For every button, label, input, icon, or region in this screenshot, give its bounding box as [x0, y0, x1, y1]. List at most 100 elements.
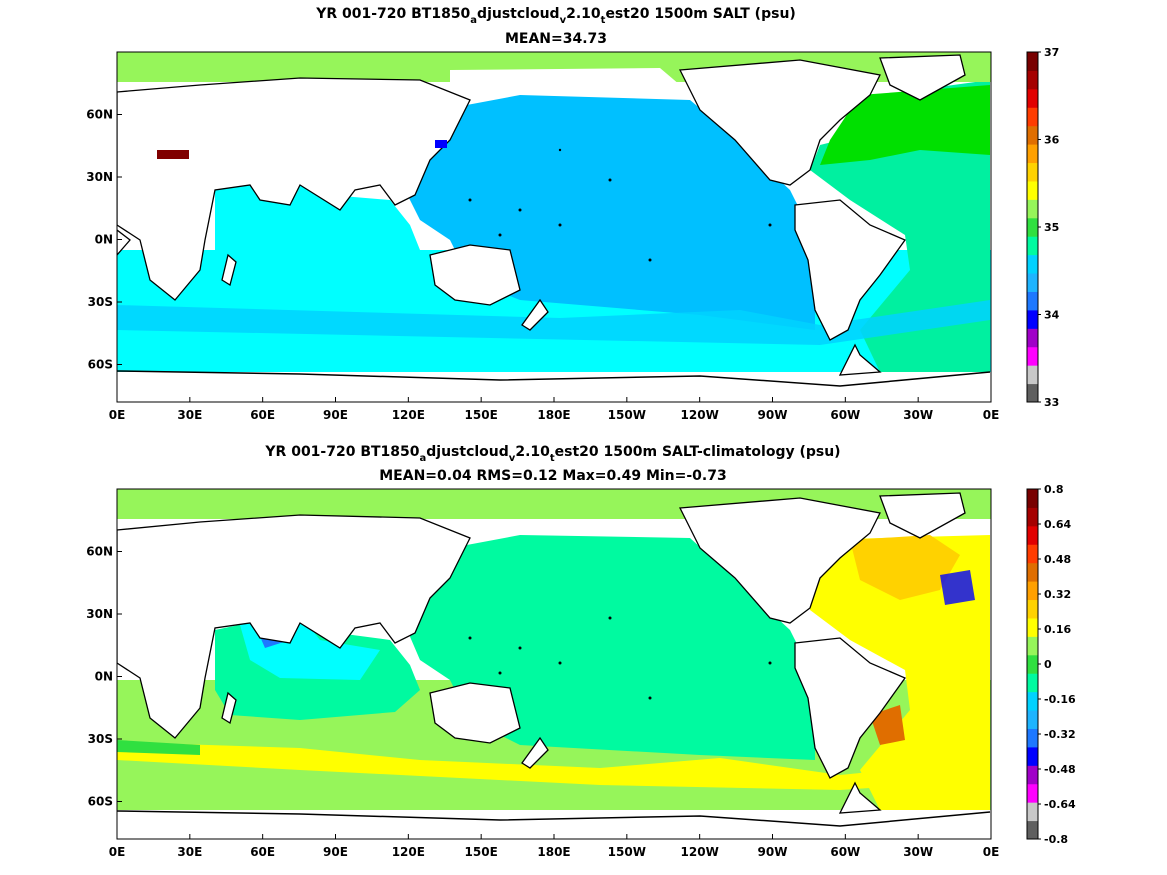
colorbar-label: 35 [1044, 221, 1059, 234]
colorbar-swatch [1027, 365, 1038, 385]
colorbar-swatch [1027, 107, 1038, 127]
panel-2-land [117, 492, 966, 814]
x-tick-label: 30W [903, 408, 933, 422]
panel-1-indian-ocean [215, 175, 420, 285]
colorbar-label: 33 [1044, 396, 1059, 409]
x-tick-label: 150E [465, 845, 498, 859]
colorbar-label: 0.32 [1044, 588, 1071, 601]
x-tick-label: 0E [109, 408, 126, 422]
colorbar-swatch [1027, 673, 1038, 693]
x-tick-label: 90E [323, 845, 348, 859]
colorbar-swatch [1027, 636, 1038, 656]
x-tick-label: 180E [537, 845, 570, 859]
colorbar-swatch [1027, 346, 1038, 366]
colorbar-swatch [1027, 562, 1038, 582]
colorbar-swatch [1027, 765, 1038, 785]
colorbar-label: -0.16 [1044, 693, 1076, 706]
colorbar-swatch [1027, 728, 1038, 748]
y-tick-label: 0N [95, 233, 113, 247]
colorbar-swatch [1027, 383, 1038, 403]
colorbar-swatch [1027, 544, 1038, 564]
panel-1-map [117, 52, 991, 402]
colorbar-swatch [1027, 783, 1038, 803]
panel-1-salinity: YR 001-720 BT1850adjustcloudv2.10test20 … [86, 6, 1059, 422]
panel-1-title: YR 001-720 BT1850adjustcloudv2.10test20 … [315, 6, 796, 26]
colorbar-label: 0 [1044, 658, 1052, 671]
x-tick-label: 150W [608, 845, 646, 859]
colorbar-swatch [1027, 802, 1038, 822]
panel-2-salinity-anomaly: YR 001-720 BT1850adjustcloudv2.10test20 … [86, 444, 1076, 859]
x-tick-label: 60W [830, 408, 860, 422]
x-tick-label: 0E [983, 408, 1000, 422]
colorbar-swatch [1027, 525, 1038, 545]
panel-1-colorbar: 37 36 35 34 33 [1026, 46, 1060, 409]
colorbar-swatch [1027, 199, 1038, 219]
panel-2-colorbar: 0.8 0.64 0.48 0.32 0.16 0 -0.16 -0.32 -0.48 -0.64… [1026, 483, 1076, 846]
panel-1-x-axis: 0E 30E 60E 90E 120E 150E 180E 150W 120W 90W 60W 30W… [109, 397, 1000, 422]
x-tick-label: 60E [250, 408, 275, 422]
colorbar-swatch [1027, 654, 1038, 674]
x-tick-label: 30W [903, 845, 933, 859]
colorbar-label: 34 [1044, 309, 1060, 322]
colorbar-swatch [1027, 309, 1038, 329]
colorbar-swatch [1027, 710, 1038, 729]
panel-2-y-axis: 60N 30N 0N 30S 60S [86, 545, 122, 809]
colorbar-swatch [1027, 70, 1038, 90]
x-tick-label: 60W [830, 845, 860, 859]
y-tick-label: 60N [86, 108, 113, 122]
y-tick-label: 30N [86, 607, 113, 621]
colorbar-swatch [1027, 217, 1038, 237]
colorbar-swatch [1027, 273, 1038, 292]
x-tick-label: 30E [177, 408, 202, 422]
panel-1-subtitle: MEAN=34.73 [505, 31, 607, 47]
colorbar-swatch [1027, 291, 1038, 311]
x-tick-label: 90E [323, 408, 348, 422]
x-tick-label: 120W [681, 408, 719, 422]
panel-2-map [117, 489, 991, 839]
colorbar-label: 0.48 [1044, 553, 1071, 566]
colorbar-swatch [1027, 820, 1038, 840]
colorbar-label: -0.64 [1044, 798, 1076, 811]
y-tick-label: 60N [86, 545, 113, 559]
panel-1-mediterranean [157, 150, 189, 159]
colorbar-label: 37 [1044, 46, 1059, 59]
colorbar-swatch [1027, 599, 1038, 619]
colorbar-swatch [1027, 180, 1038, 200]
colorbar-swatch [1027, 236, 1038, 256]
x-tick-label: 150E [465, 408, 498, 422]
x-tick-label: 180E [537, 408, 570, 422]
colorbar-swatch [1027, 328, 1038, 348]
x-tick-label: 120E [392, 845, 425, 859]
colorbar-swatch [1027, 489, 1038, 508]
colorbar-swatch [1027, 88, 1038, 108]
panel-1-y-axis: 60N 30N 0N 30S 60S [86, 108, 122, 372]
panel-2-acc-band [117, 742, 990, 790]
panel-1-antarctica [117, 372, 991, 402]
panel-2-labrador [940, 570, 975, 605]
x-tick-label: 150W [608, 408, 646, 422]
colorbar-swatch [1027, 125, 1038, 145]
colorbar-label: 0.16 [1044, 623, 1071, 636]
panel-2-title: YR 001-720 BT1850adjustcloudv2.10test20 … [264, 444, 840, 464]
panel-1-japan-sea [435, 140, 447, 148]
x-tick-label: 30E [177, 845, 202, 859]
colorbar-swatch [1027, 746, 1038, 766]
colorbar-label: -0.32 [1044, 728, 1076, 741]
panel-2-subtitle: MEAN=0.04 RMS=0.12 Max=0.49 Min=-0.73 [379, 468, 726, 484]
colorbar-swatch [1027, 162, 1038, 182]
x-tick-label: 90W [758, 408, 788, 422]
y-tick-label: 0N [95, 670, 113, 684]
panel-2-antarctica [117, 812, 991, 839]
colorbar-swatch [1027, 52, 1038, 71]
y-tick-label: 30S [88, 732, 113, 746]
panel-2-x-axis: 0E 30E 60E 90E 120E 150E 180E 150W 120W 90W 60W 30W… [109, 834, 999, 859]
colorbar-label: 36 [1044, 134, 1060, 147]
x-tick-label: 120W [681, 845, 719, 859]
colorbar-swatch [1027, 617, 1038, 637]
panel-1-acc-band [117, 300, 990, 345]
x-tick-label: 60E [250, 845, 275, 859]
y-tick-label: 60S [88, 795, 113, 809]
x-tick-label: 90W [758, 845, 788, 859]
colorbar-swatch [1027, 581, 1038, 601]
panel-2-north-atlantic [850, 535, 960, 600]
